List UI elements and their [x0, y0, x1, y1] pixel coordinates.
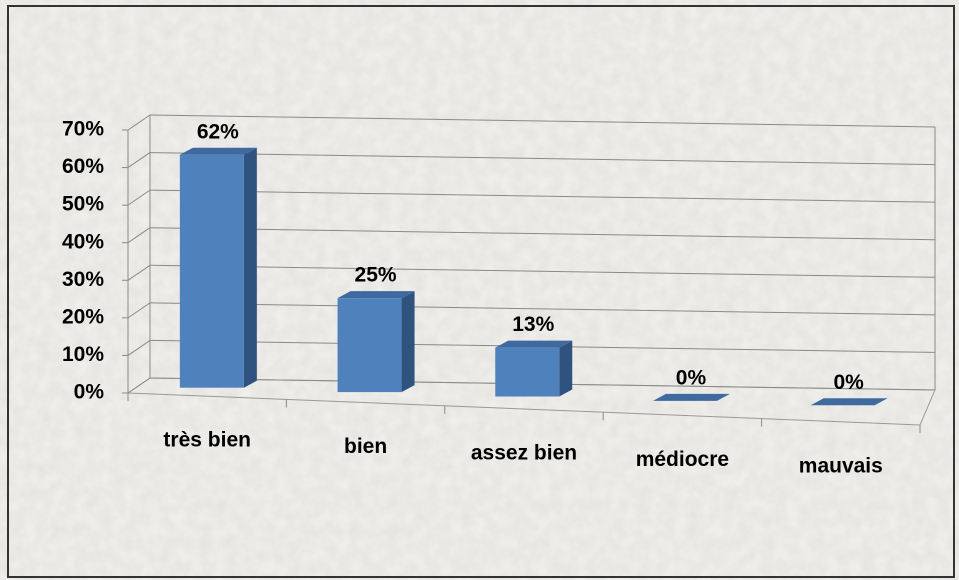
- side-grid-line: [127, 302, 151, 319]
- bar-top: [810, 398, 888, 406]
- bar-side: [559, 340, 573, 397]
- grid-line: [149, 302, 936, 316]
- side-grid-line: [127, 340, 151, 356]
- side-grid-line: [127, 114, 151, 131]
- x-tick-label: très bien: [163, 429, 251, 452]
- value-label: 13%: [512, 313, 554, 336]
- bar-side: [243, 147, 257, 388]
- side-grid-line: [127, 264, 151, 281]
- side-grid-line: [127, 227, 151, 244]
- y-tick-label: 40%: [62, 230, 104, 253]
- grid-line: [149, 264, 936, 278]
- bar-side: [401, 291, 415, 393]
- y-tick-label: 70%: [62, 118, 104, 141]
- value-label: 0%: [676, 366, 707, 389]
- y-tick-label: 0%: [74, 381, 105, 404]
- y-tick-label: 10%: [62, 343, 104, 366]
- grid-line: [149, 114, 936, 128]
- side-grid-line: [127, 377, 151, 394]
- y-tick-label: 50%: [62, 193, 104, 216]
- bar-top: [652, 393, 730, 401]
- value-label: 62%: [197, 120, 239, 143]
- x-tick-label: bien: [344, 435, 387, 458]
- bar: [179, 154, 244, 388]
- y-tick-label: 20%: [62, 305, 104, 328]
- side-grid-line: [127, 189, 151, 206]
- bar-top: [337, 291, 415, 299]
- bar: [495, 347, 560, 397]
- bar: [337, 298, 402, 393]
- value-label: 25%: [355, 264, 397, 287]
- frame: [7, 5, 955, 578]
- value-label: 0%: [833, 371, 864, 394]
- bar-top: [495, 340, 573, 348]
- x-tick-label: mauvais: [799, 454, 883, 477]
- grid-line: [149, 189, 936, 203]
- grid-line: [149, 227, 936, 241]
- x-tick-label: médiocre: [636, 448, 729, 471]
- bar-top: [179, 147, 257, 155]
- side-grid-line: [127, 152, 151, 168]
- x-tick-label: assez bien: [471, 442, 577, 465]
- y-tick-label: 30%: [62, 268, 104, 291]
- grid-line: [149, 152, 936, 166]
- y-tick-label: 60%: [62, 155, 104, 178]
